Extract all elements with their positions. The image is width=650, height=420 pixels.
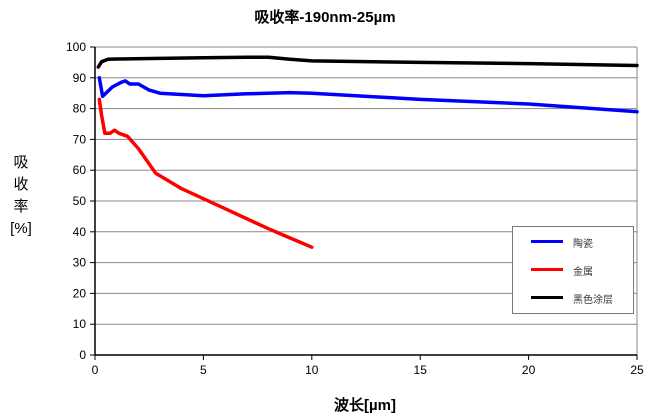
legend-swatch: [531, 268, 563, 271]
y-label-line: 率: [13, 198, 29, 215]
x-tick-label: 0: [92, 363, 99, 377]
y-tick-label: 0: [79, 348, 86, 362]
y-tick-label: 50: [73, 194, 87, 208]
y-axis-label: 吸 收 率 [%]: [8, 152, 34, 240]
y-tick-label: 90: [73, 71, 87, 85]
series-line-2: [96, 55, 639, 69]
y-tick-label: 20: [73, 286, 87, 300]
y-label-line: [%]: [10, 220, 32, 237]
y-tick-label: 70: [73, 132, 87, 146]
y-label-line: 收: [13, 176, 29, 193]
y-tick-label: 60: [73, 163, 87, 177]
legend: 陶瓷 金属 黑色涂层: [512, 226, 634, 314]
legend-label: 黑色涂层: [573, 295, 613, 306]
y-tick-label: 10: [73, 317, 87, 331]
y-tick-label: 80: [73, 102, 87, 116]
y-label-line: 吸: [13, 154, 29, 171]
y-tick-label: 100: [66, 40, 86, 54]
legend-label: 陶瓷: [573, 239, 593, 250]
chart-title: 吸收率-190nm-25µm: [254, 9, 396, 26]
x-tick-label: 20: [522, 363, 536, 377]
y-tick-label: 40: [73, 225, 87, 239]
series-line-1: [97, 97, 314, 249]
y-tick-label: 30: [73, 256, 87, 270]
x-tick-label: 15: [414, 363, 428, 377]
series-line-0: [97, 76, 639, 114]
x-axis-label: 波长[µm]: [334, 397, 396, 414]
x-tick-label: 5: [200, 363, 207, 377]
legend-label: 金属: [573, 267, 593, 278]
x-tick-label: 10: [305, 363, 319, 377]
x-tick-label: 25: [630, 363, 644, 377]
legend-swatch: [531, 240, 563, 243]
legend-swatch: [531, 296, 563, 299]
